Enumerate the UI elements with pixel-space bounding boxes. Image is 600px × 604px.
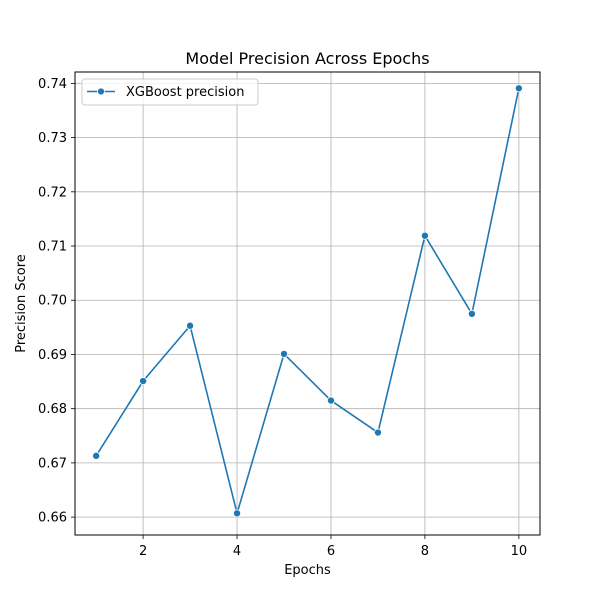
axis-ticks: 2 4 6 8 10 0.66 0.67 0.68 0.69 0.70 0.71 0.72 0.73 0.… xyxy=(38,77,527,559)
data-point xyxy=(326,396,335,405)
y-tick-label: 0.72 xyxy=(38,185,67,200)
legend: XGBoost precision xyxy=(81,78,259,106)
y-tick-label: 0.73 xyxy=(38,131,67,146)
grid-lines xyxy=(75,72,540,535)
series-line xyxy=(95,88,520,515)
data-point xyxy=(280,349,289,358)
data-point xyxy=(92,451,101,460)
y-tick-label: 0.67 xyxy=(38,456,67,471)
data-point xyxy=(373,428,382,437)
x-axis-label: Epochs xyxy=(284,563,331,578)
x-tick-label: 8 xyxy=(421,544,429,559)
legend-frame xyxy=(81,78,259,106)
y-tick-label: 0.66 xyxy=(38,511,67,526)
data-point xyxy=(514,84,523,93)
y-tick-label: 0.74 xyxy=(38,77,67,92)
y-tick-label: 0.68 xyxy=(38,402,67,417)
series-layer xyxy=(92,84,523,518)
data-point xyxy=(233,509,242,518)
y-tick-label: 0.69 xyxy=(38,348,67,363)
legend-label: XGBoost precision xyxy=(126,85,244,100)
data-point xyxy=(420,231,429,240)
x-tick-label: 4 xyxy=(233,544,241,559)
chart-title: Model Precision Across Epochs xyxy=(185,49,429,68)
y-tick-label: 0.71 xyxy=(38,240,67,255)
legend-marker-swatch xyxy=(97,87,105,96)
plot-area xyxy=(75,72,540,535)
data-point xyxy=(139,377,148,386)
x-tick-label: 6 xyxy=(327,544,335,559)
plot-frame xyxy=(74,71,541,536)
x-tick-label: 10 xyxy=(511,544,528,559)
data-point xyxy=(467,309,476,318)
y-axis-label: Precision Score xyxy=(14,254,29,353)
y-tick-label: 0.70 xyxy=(38,294,67,309)
data-point xyxy=(186,321,195,330)
x-tick-label: 2 xyxy=(139,544,147,559)
